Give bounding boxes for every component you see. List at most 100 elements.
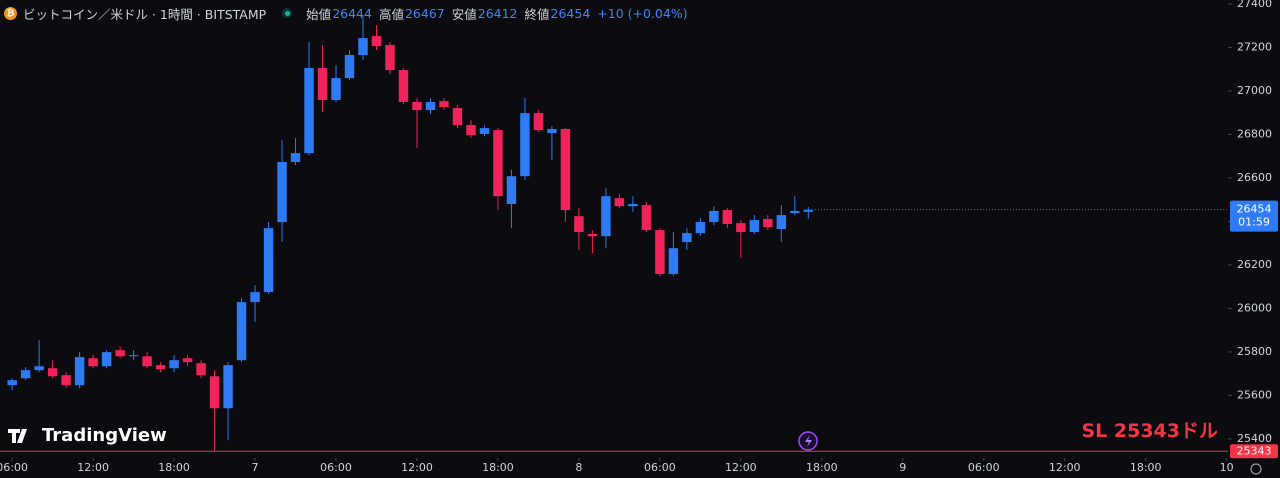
candle-body [601, 196, 611, 237]
x-tick-label: 7 [252, 461, 259, 474]
candle-body [250, 292, 260, 303]
candle-body [466, 125, 476, 136]
x-tick-label: 06:00 [320, 461, 352, 474]
x-tick-label: 10 [1220, 461, 1234, 474]
candle-body [304, 68, 314, 154]
candle-body [628, 204, 638, 207]
x-tick-label: 12:00 [401, 461, 433, 474]
candle-body [682, 233, 692, 243]
candle-body [479, 128, 490, 134]
candle-body [641, 205, 652, 231]
candle-body [776, 215, 787, 230]
x-tick-label: 18:00 [806, 461, 838, 474]
candle-body [331, 78, 341, 101]
candle-body [371, 36, 382, 47]
candle-body [425, 102, 436, 111]
y-tick-label: 27000 [1237, 84, 1272, 97]
candle-body [709, 210, 719, 223]
low-label: 安値 [451, 6, 477, 22]
coin-icon: ₿ [4, 6, 17, 20]
settings-icon[interactable] [1250, 463, 1262, 475]
candle-body [182, 358, 193, 363]
candle-body [790, 210, 800, 214]
y-tick-label: 26800 [1237, 127, 1272, 140]
candle-body [236, 302, 247, 361]
countdown: 01:59 [1238, 216, 1270, 229]
close-value: 26454 [550, 5, 591, 21]
candle-body [169, 360, 179, 369]
candle-body [547, 128, 557, 134]
sl-price-tag [1230, 444, 1278, 459]
candle-body [452, 108, 463, 126]
y-tick-label: 26600 [1237, 171, 1272, 184]
x-tick-label: 06:00 [644, 461, 676, 474]
candle-body [520, 113, 530, 177]
y-tick-label: 25800 [1237, 345, 1272, 358]
legend-header: ₿ ビットコイン／米ドル · 1時間 · BITSTAMP 始値 26444 高値… [4, 3, 695, 23]
candle-body [290, 153, 301, 163]
x-tick-label: 9 [899, 461, 906, 474]
candle-body [587, 234, 598, 237]
candle-body [412, 102, 422, 111]
candle-body [614, 198, 625, 207]
candle-body [317, 68, 328, 101]
y-tick-label: 25600 [1237, 388, 1272, 401]
last-price-tag [1230, 200, 1278, 232]
x-tick-label: 12:00 [1049, 461, 1081, 474]
y-tick-label: 25400 [1237, 432, 1272, 445]
alert-bolt [805, 435, 812, 447]
candle-body [196, 363, 206, 376]
candle-body [101, 352, 112, 367]
candle-body [695, 222, 706, 234]
watermark: TradingView [42, 425, 167, 446]
candle-body [655, 230, 665, 275]
candle-body [7, 380, 17, 386]
symbol: ビットコイン／米ドル · 1時間 · BITSTAMP [23, 6, 267, 22]
candle-body [560, 128, 571, 211]
high-value: 26467 [404, 5, 445, 21]
x-tick-label: 12:00 [77, 461, 109, 474]
candle-body [398, 70, 409, 103]
candle-body [263, 228, 274, 293]
candle-body [493, 130, 503, 197]
close-label: 終値 [524, 6, 550, 22]
candle-body [223, 365, 233, 409]
candle-body [722, 210, 733, 225]
candle-body [34, 366, 44, 371]
logo [8, 429, 27, 443]
candle-body [533, 113, 544, 131]
candle-body [385, 45, 395, 71]
x-tick-label: 18:00 [1130, 461, 1162, 474]
y-tick-label: 26000 [1237, 301, 1272, 314]
x-tick-label: 8 [575, 461, 582, 474]
candle-body [155, 365, 166, 370]
candle-body [277, 162, 287, 223]
candle-body [47, 368, 58, 377]
candle-body [88, 358, 98, 367]
candle-body [128, 355, 139, 357]
candle-body [358, 38, 368, 56]
candle-body [142, 356, 152, 367]
candle-body [506, 176, 517, 205]
candle-body [574, 216, 584, 233]
open-label: 始値 [306, 6, 332, 22]
candle-body [668, 248, 679, 275]
candle-body [439, 101, 449, 108]
candle-body [74, 357, 85, 386]
status-dot [282, 8, 293, 18]
open-value: 26444 [332, 5, 372, 21]
change: +10 (+0.04%) [597, 5, 688, 21]
y-tick-label: 27200 [1237, 40, 1272, 53]
sl-text: SL 25343ドル [1081, 420, 1218, 442]
x-tick-label: 18:00 [158, 461, 190, 474]
x-tick-label: 06:00 [968, 461, 1000, 474]
last-price-label: 26454 [1237, 203, 1272, 216]
candle-body [803, 209, 814, 212]
candle-body [115, 350, 125, 357]
high-label: 高値 [378, 6, 404, 22]
candle-body [749, 220, 760, 233]
low-value: 26412 [477, 5, 518, 21]
